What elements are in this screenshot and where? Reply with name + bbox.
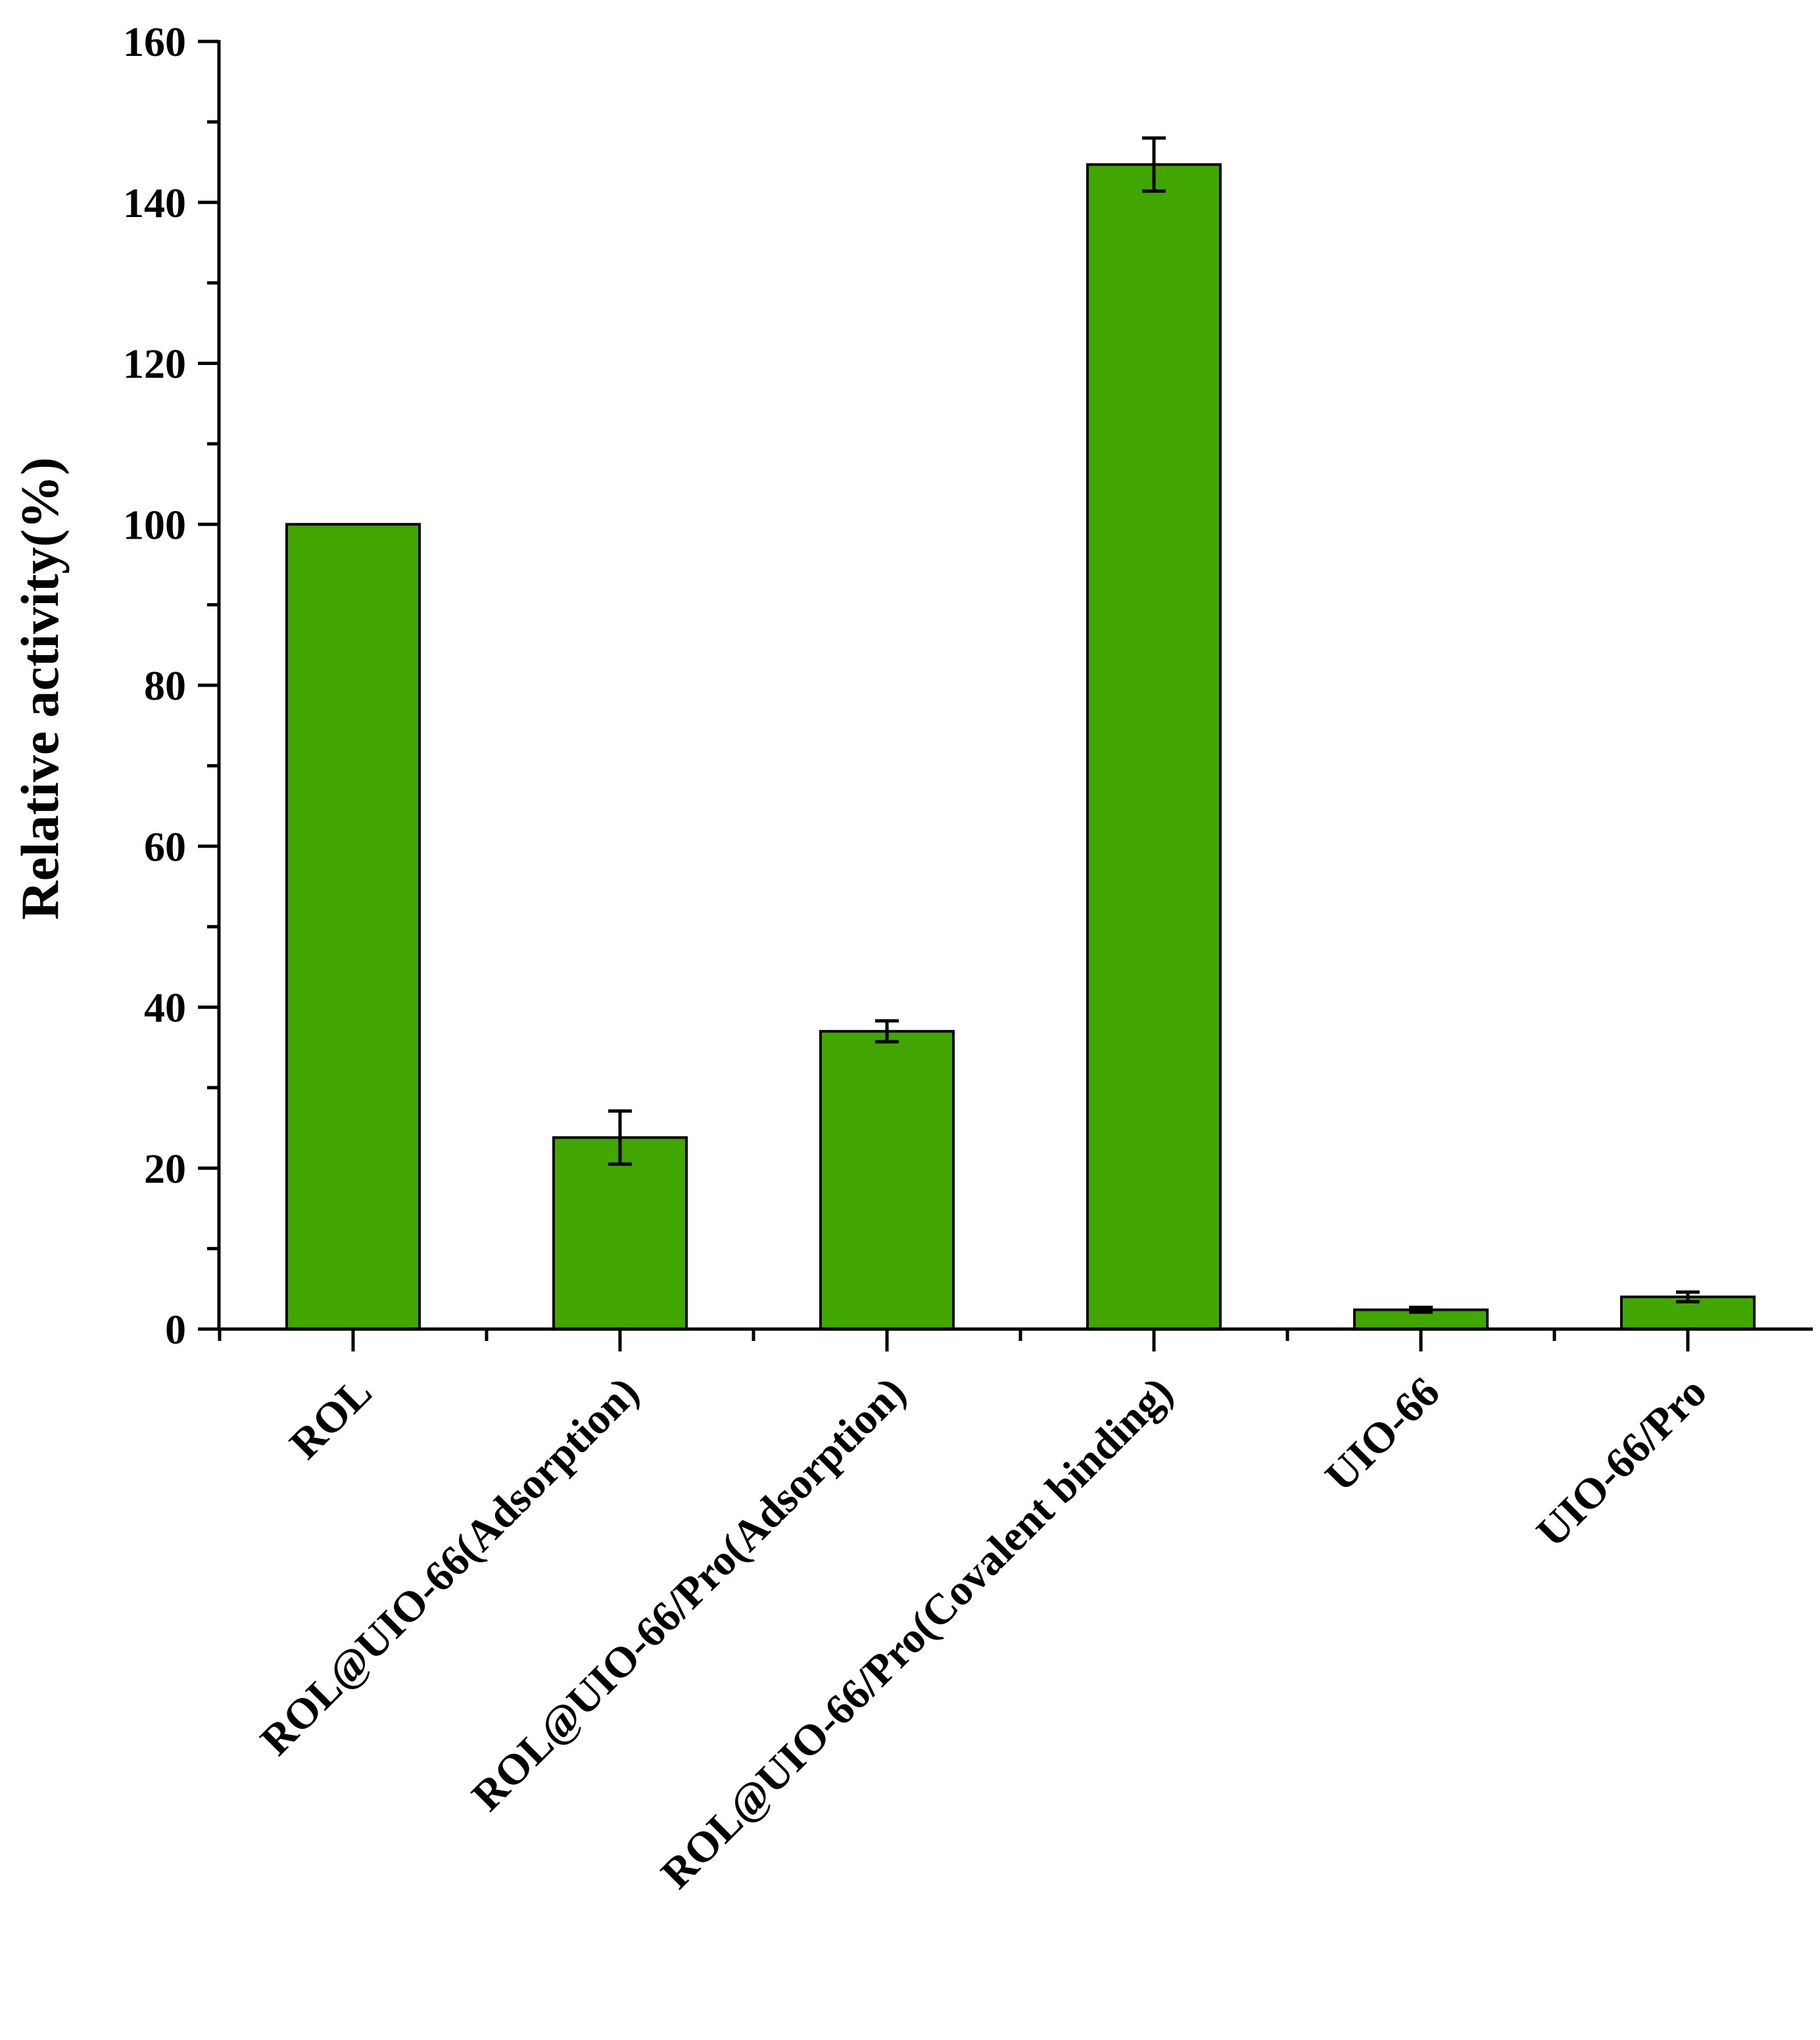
y-tick-label: 60 (144, 823, 186, 870)
y-tick-label: 80 (144, 662, 186, 709)
x-axis-ticks (218, 1329, 1690, 1351)
error-bars (608, 136, 1700, 1314)
error-bar (608, 1109, 632, 1166)
error-bar (875, 1019, 899, 1044)
bar (285, 523, 421, 1330)
bar (819, 1030, 955, 1331)
y-tick-label: 20 (144, 1145, 186, 1192)
y-axis-ticks (198, 39, 219, 1331)
y-tick-label: 0 (165, 1306, 186, 1353)
bars (285, 163, 1756, 1331)
x-category-label: ROL@UIO-66/Pro(Covalent binding) (652, 1368, 1182, 1898)
x-category-labels: ROLROL@UIO-66(Adsorption)ROL@UIO-66/Pro(… (251, 1368, 1715, 1898)
y-tick-label: 120 (123, 341, 186, 387)
error-bar (1676, 1290, 1700, 1303)
y-tick-label: 100 (123, 501, 186, 548)
y-axis-title: Relative activity(%) (10, 457, 70, 920)
x-category-label: ROL@UIO-66/Pro(Adsorption) (463, 1368, 915, 1820)
y-tick-labels: 0 20 40 60 80 100 120 140 160 (123, 18, 186, 1353)
y-tick-label: 140 (123, 180, 186, 226)
y-tick-label: 40 (144, 984, 186, 1031)
x-category-label: UIO-66 (1316, 1368, 1449, 1501)
bar (1086, 163, 1222, 1330)
error-bar (1142, 136, 1166, 193)
bar (552, 1136, 688, 1331)
y-tick-label: 160 (123, 18, 186, 65)
error-bar (1409, 1305, 1433, 1314)
x-category-label: UIO-66/Pro (1527, 1368, 1716, 1557)
x-category-label: ROL (281, 1368, 381, 1469)
